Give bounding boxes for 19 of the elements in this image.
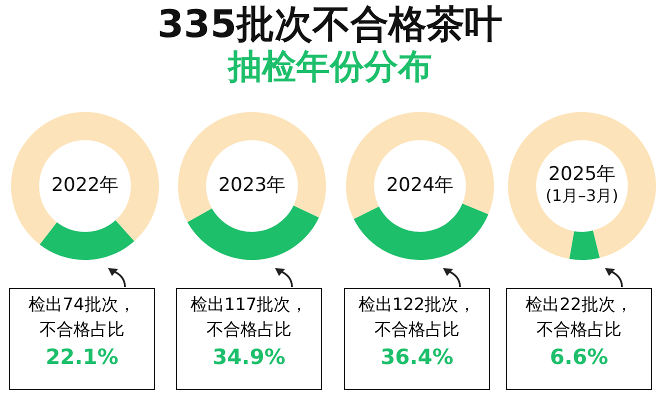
text: 2025年 (548, 162, 616, 185)
text: 2022年 (51, 174, 119, 196)
text: 不合格占比 (206, 319, 292, 342)
text: 不合格占比 (536, 319, 622, 342)
text: 检出74批次， (28, 294, 136, 317)
text: 22.1% (44, 344, 120, 371)
text: 检出22批次， (524, 294, 634, 317)
text: 335批次不合格茶叶 (156, 2, 504, 46)
text: 34.9% (212, 344, 286, 371)
text: 2023年 (218, 174, 286, 196)
text: (1月–3月) (546, 186, 618, 206)
text: 6.6% (548, 344, 610, 371)
text: 检出117批次， (189, 294, 309, 317)
text: 不合格占比 (374, 319, 460, 342)
text: 2024年 (386, 174, 454, 196)
text: 抽检年份分布 (226, 46, 433, 88)
text: 不合格占比 (38, 319, 126, 342)
text: 检出122批次， (357, 294, 477, 317)
text: 36.4% (380, 344, 454, 371)
